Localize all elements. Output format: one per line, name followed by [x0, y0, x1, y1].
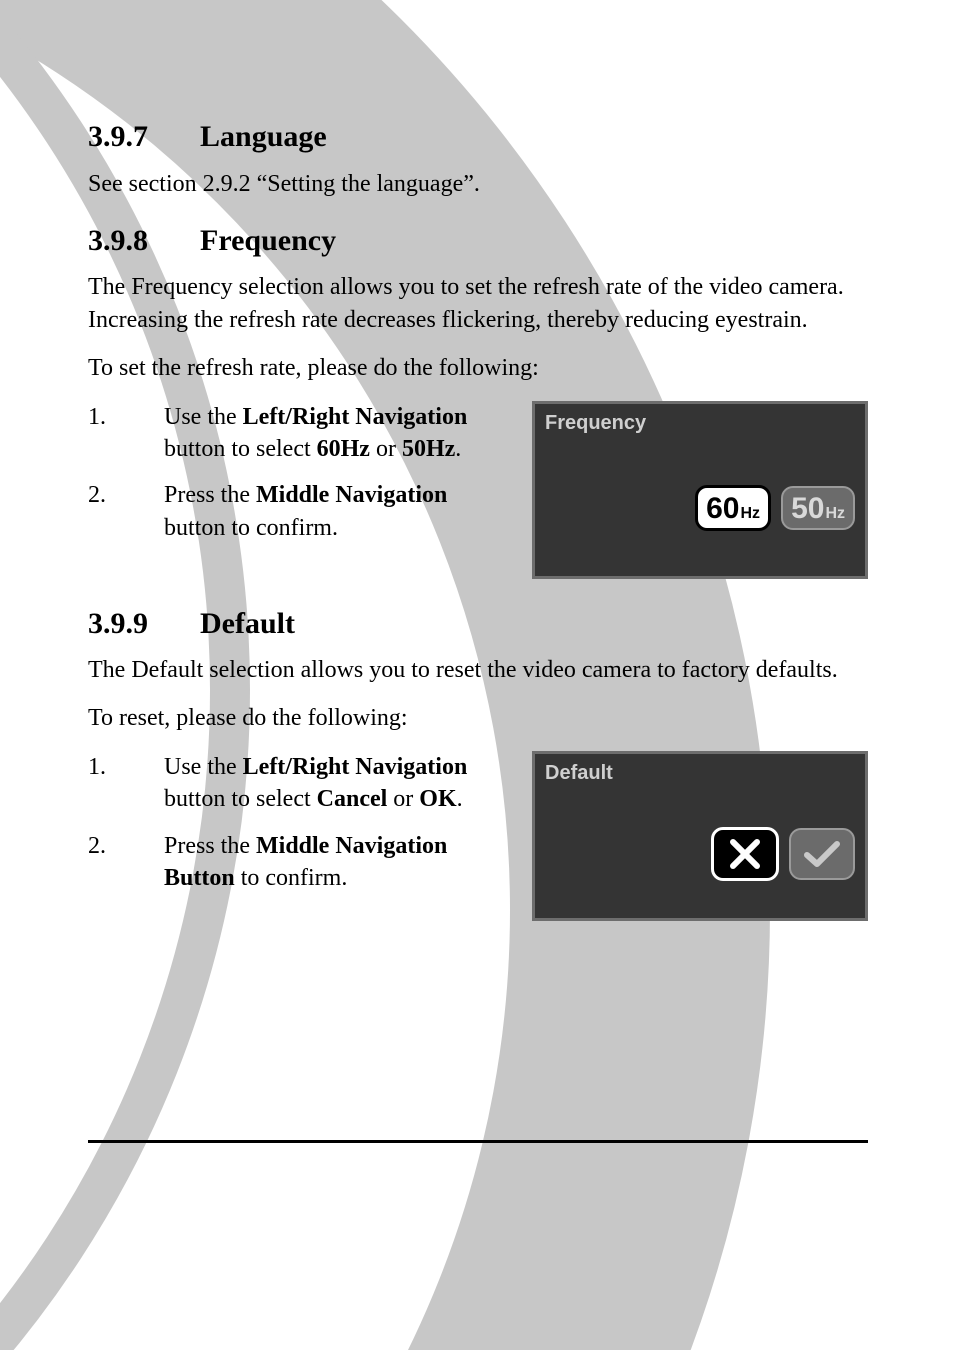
step-number: 2. — [88, 830, 164, 895]
heading-number: 3.9.9 — [88, 605, 200, 643]
option-cancel[interactable] — [711, 827, 779, 881]
option-ok[interactable] — [789, 828, 855, 880]
step-text: Use the Left/Right Navigation button to … — [164, 751, 514, 816]
step-text: Use the Left/Right Navigation button to … — [164, 401, 514, 466]
option-60hz[interactable]: 60Hz — [695, 485, 771, 531]
language-body: See section 2.9.2 “Setting the language”… — [88, 168, 868, 200]
heading-default: 3.9.9Default — [88, 605, 868, 643]
frequency-row: 1. Use the Left/Right Navigation button … — [88, 401, 868, 579]
panel-title: Default — [535, 754, 865, 785]
heading-number: 3.9.8 — [88, 222, 200, 260]
step-number: 1. — [88, 751, 164, 816]
heading-title: Frequency — [200, 224, 336, 257]
step-number: 1. — [88, 401, 164, 466]
step-text: Press the Middle Navigation Button to co… — [164, 830, 514, 895]
frequency-intro: The Frequency selection allows you to se… — [88, 271, 868, 336]
default-instruction: To reset, please do the following: — [88, 702, 868, 734]
page-content: 3.9.7Language See section 2.9.2 “Setting… — [88, 118, 868, 947]
x-icon — [728, 837, 762, 871]
frequency-steps: 1. Use the Left/Right Navigation button … — [88, 401, 514, 545]
default-intro: The Default selection allows you to rese… — [88, 654, 868, 686]
list-item: 2. Press the Middle Navigation Button to… — [88, 830, 514, 895]
option-50hz[interactable]: 50Hz — [781, 486, 855, 530]
frequency-panel: Frequency 60Hz 50Hz — [532, 401, 868, 579]
default-row: 1. Use the Left/Right Navigation button … — [88, 751, 868, 921]
heading-number: 3.9.7 — [88, 118, 200, 156]
list-item: 1. Use the Left/Right Navigation button … — [88, 751, 514, 816]
default-steps: 1. Use the Left/Right Navigation button … — [88, 751, 514, 895]
frequency-instruction: To set the refresh rate, please do the f… — [88, 352, 868, 384]
default-panel: Default — [532, 751, 868, 921]
list-item: 2. Press the Middle Navigation button to… — [88, 479, 514, 544]
check-icon — [803, 839, 841, 869]
step-number: 2. — [88, 479, 164, 544]
footer-rule — [88, 1140, 868, 1143]
step-text: Press the Middle Navigation button to co… — [164, 479, 514, 544]
list-item: 1. Use the Left/Right Navigation button … — [88, 401, 514, 466]
panel-title: Frequency — [535, 404, 865, 435]
heading-title: Language — [200, 120, 327, 153]
heading-language: 3.9.7Language — [88, 118, 868, 156]
panel-options — [535, 785, 865, 897]
heading-frequency: 3.9.8Frequency — [88, 222, 868, 260]
panel-options: 60Hz 50Hz — [535, 435, 865, 547]
heading-title: Default — [200, 607, 295, 640]
